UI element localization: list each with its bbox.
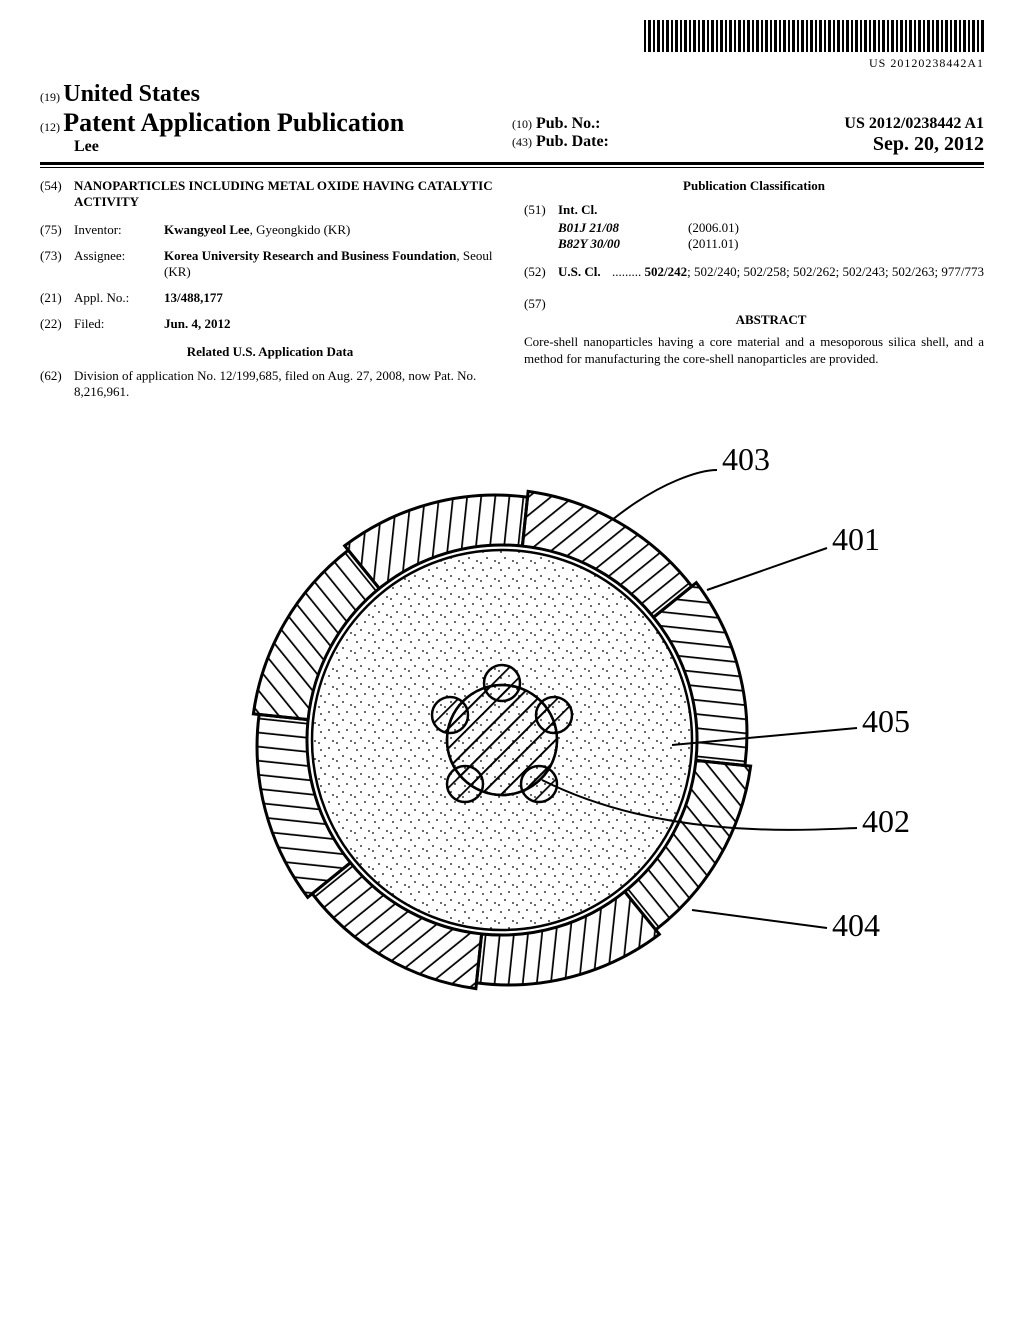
field-73-value: Korea University Research and Business F… [164, 248, 500, 280]
intcl-1-date: (2011.01) [688, 236, 738, 252]
header-left: (19) United States (12) Patent Applicati… [40, 81, 512, 156]
intcl-0: B01J 21/08 (2006.01) [558, 220, 984, 236]
biblio-left: (54) NANOPARTICLES INCLUDING METAL OXIDE… [40, 178, 500, 410]
field-62-text: Division of application No. 12/199,685, … [74, 368, 500, 400]
field-73-label: Assignee: [74, 248, 164, 280]
pub-kind: Patent Application Publication [63, 108, 404, 137]
country-line: (19) United States [40, 81, 512, 108]
intcl-1-code: B82Y 30/00 [558, 236, 688, 252]
field-75: (75) Inventor: Kwangyeol Lee, Gyeongkido… [40, 222, 500, 238]
abstract-label: ABSTRACT [558, 312, 984, 328]
pub-no-prefix: (10) [512, 117, 532, 131]
pub-date-line: (43) Pub. Date: Sep. 20, 2012 [512, 133, 984, 151]
pub-no-line: (10) Pub. No.: US 2012/0238442 A1 [512, 115, 984, 133]
pub-date-prefix: (43) [512, 135, 532, 149]
country: United States [63, 81, 200, 107]
field-62-num: (62) [40, 368, 74, 400]
uscl-label: U.S. Cl. [558, 264, 601, 280]
field-75-label: Inventor: [74, 222, 164, 238]
figure-container: 403 401 405 402 404 [40, 440, 984, 1024]
field-54-title: NANOPARTICLES INCLUDING METAL OXIDE HAVI… [74, 178, 500, 210]
assignee-name: Korea University Research and Business F… [164, 248, 456, 263]
abstract-text: Core-shell nanoparticles having a core m… [524, 334, 984, 368]
pub-date: Sep. 20, 2012 [873, 133, 984, 156]
pub-kind-line: (12) Patent Application Publication [40, 108, 512, 138]
field-75-value: Kwangyeol Lee, Gyeongkido (KR) [164, 222, 500, 238]
author-surname: Lee [40, 138, 512, 156]
field-54: (54) NANOPARTICLES INCLUDING METAL OXIDE… [40, 178, 500, 210]
uscl-dots: ......... [612, 264, 645, 279]
field-73: (73) Assignee: Korea University Research… [40, 248, 500, 280]
field-21-label: Appl. No.: [74, 290, 164, 306]
field-57-num: (57) [524, 296, 558, 334]
intcl-1: B82Y 30/00 (2011.01) [558, 236, 984, 252]
field-51-num: (51) [524, 202, 558, 218]
intcl-0-code: B01J 21/08 [558, 220, 688, 236]
pub-no-label: Pub. No.: [536, 115, 600, 132]
intcl-0-date: (2006.01) [688, 220, 739, 236]
pub-no: US 2012/0238442 A1 [844, 115, 984, 133]
field-73-num: (73) [40, 248, 74, 280]
uscl-rest: ; 502/240; 502/258; 502/262; 502/243; 50… [687, 264, 984, 279]
figure-labels: 403 401 405 402 404 [722, 441, 910, 943]
field-51: (51) Int. Cl. [524, 202, 984, 218]
field-52: (52) U.S. Cl. ......... 502/242; 502/240… [524, 264, 984, 280]
biblio: (54) NANOPARTICLES INCLUDING METAL OXIDE… [40, 178, 984, 410]
barcode-section: US 20120238442A1 [40, 20, 984, 71]
field-62: (62) Division of application No. 12/199,… [40, 368, 500, 400]
field-57: (57) ABSTRACT [524, 296, 984, 334]
label-405: 405 [862, 703, 910, 739]
divider-thick [40, 162, 984, 165]
label-404: 404 [832, 907, 880, 943]
field-75-num: (75) [40, 222, 74, 238]
classif-header: Publication Classification [524, 178, 984, 194]
divider-thin [40, 167, 984, 168]
field-52-value: U.S. Cl. ......... 502/242; 502/240; 502… [558, 264, 984, 280]
label-403: 403 [722, 441, 770, 477]
barcode-number: US 20120238442A1 [40, 56, 984, 71]
field-54-num: (54) [40, 178, 74, 210]
core-center [447, 685, 557, 795]
related-header: Related U.S. Application Data [40, 344, 500, 360]
field-22-label: Filed: [74, 316, 164, 332]
field-21-value: 13/488,177 [164, 290, 500, 306]
header-row: (19) United States (12) Patent Applicati… [40, 81, 984, 156]
field-21-num: (21) [40, 290, 74, 306]
barcode-graphic [644, 20, 984, 52]
field-22-value: Jun. 4, 2012 [164, 316, 500, 332]
inventor-loc: , Gyeongkido (KR) [250, 222, 351, 237]
inventor-name: Kwangyeol Lee [164, 222, 250, 237]
country-prefix: (19) [40, 90, 60, 104]
nanoparticle-figure: 403 401 405 402 404 [102, 440, 922, 1020]
biblio-right: Publication Classification (51) Int. Cl.… [524, 178, 984, 410]
label-402: 402 [862, 803, 910, 839]
label-401: 401 [832, 521, 880, 557]
pub-date-label: Pub. Date: [536, 133, 609, 150]
pub-kind-prefix: (12) [40, 120, 60, 134]
header-right: (10) Pub. No.: US 2012/0238442 A1 (43) P… [512, 81, 984, 156]
field-52-num: (52) [524, 264, 558, 280]
field-22-num: (22) [40, 316, 74, 332]
field-22: (22) Filed: Jun. 4, 2012 [40, 316, 500, 332]
field-51-label: Int. Cl. [558, 202, 984, 218]
uscl-main: 502/242 [645, 264, 688, 279]
field-21: (21) Appl. No.: 13/488,177 [40, 290, 500, 306]
